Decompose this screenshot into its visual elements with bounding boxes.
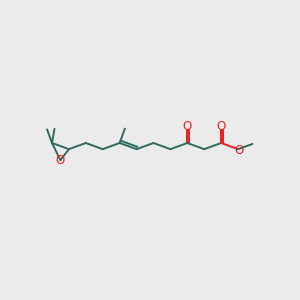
Text: O: O bbox=[183, 119, 192, 133]
Text: O: O bbox=[217, 119, 226, 133]
Text: O: O bbox=[234, 144, 244, 157]
Text: O: O bbox=[56, 154, 65, 166]
